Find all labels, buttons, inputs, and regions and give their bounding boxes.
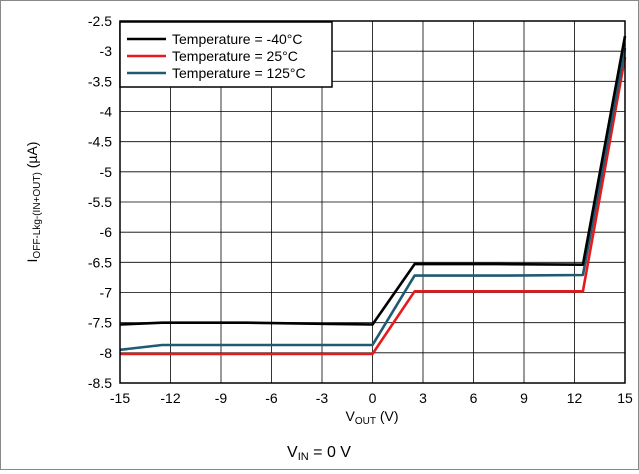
x-tick-label: -3	[316, 390, 329, 406]
y-tick-label: -2.5	[88, 13, 112, 29]
x-tick-label: 0	[369, 390, 377, 406]
series-lines	[119, 35, 627, 356]
legend-box	[119, 21, 333, 88]
x-tick-label: -9	[215, 390, 228, 406]
y-tick-label: -5.5	[88, 194, 112, 210]
y-tick-label: -3.5	[88, 73, 112, 89]
chart-caption: VIN = 0 V	[287, 444, 351, 463]
y-tick-label: -8.5	[88, 375, 112, 391]
x-tick-label: 12	[567, 390, 583, 406]
series-line-2	[120, 56, 627, 356]
legend-label-1: Temperature = -40°C	[172, 31, 303, 47]
y-tick-label: -7	[100, 285, 113, 301]
y-tick-label: -4	[100, 104, 113, 120]
y-tick-labels: -2.5 -3 -3.5 -4 -4.5 -5 -5.5 -6 -6.5 -7 -7.5 -8 -8.5	[88, 13, 112, 391]
legend-label-3: Temperature = 125°C	[172, 65, 306, 81]
x-tick-labels: -15 -12 -9 -6 -3 0 3 6 9 12 15	[110, 390, 633, 406]
y-tick-label: -8	[100, 345, 113, 361]
y-tick-label: -3	[100, 43, 113, 59]
y-tick-label: -6	[100, 224, 113, 240]
series-line-3	[119, 47, 627, 352]
y-tick-label: -5	[100, 164, 113, 180]
y-tick-label: -4.5	[88, 134, 112, 150]
x-tick-label: -6	[265, 390, 278, 406]
x-axis-label: VOUT (V)	[345, 408, 398, 427]
plot-area-border	[119, 20, 626, 384]
y-axis-label: IOFF-Lkg-(IN+OUT) (µA)	[24, 142, 43, 263]
series-line-1	[119, 35, 627, 326]
y-tick-label: -7.5	[88, 315, 112, 331]
x-tick-label: 15	[617, 390, 633, 406]
x-tick-label: 9	[520, 390, 528, 406]
x-tick-label: 6	[470, 390, 478, 406]
y-tick-label: -6.5	[88, 254, 112, 270]
x-tick-label: 3	[419, 390, 427, 406]
legend-label-2: Temperature = 25°C	[172, 48, 298, 64]
x-tick-label: -15	[110, 390, 130, 406]
x-tick-label: -12	[160, 390, 180, 406]
